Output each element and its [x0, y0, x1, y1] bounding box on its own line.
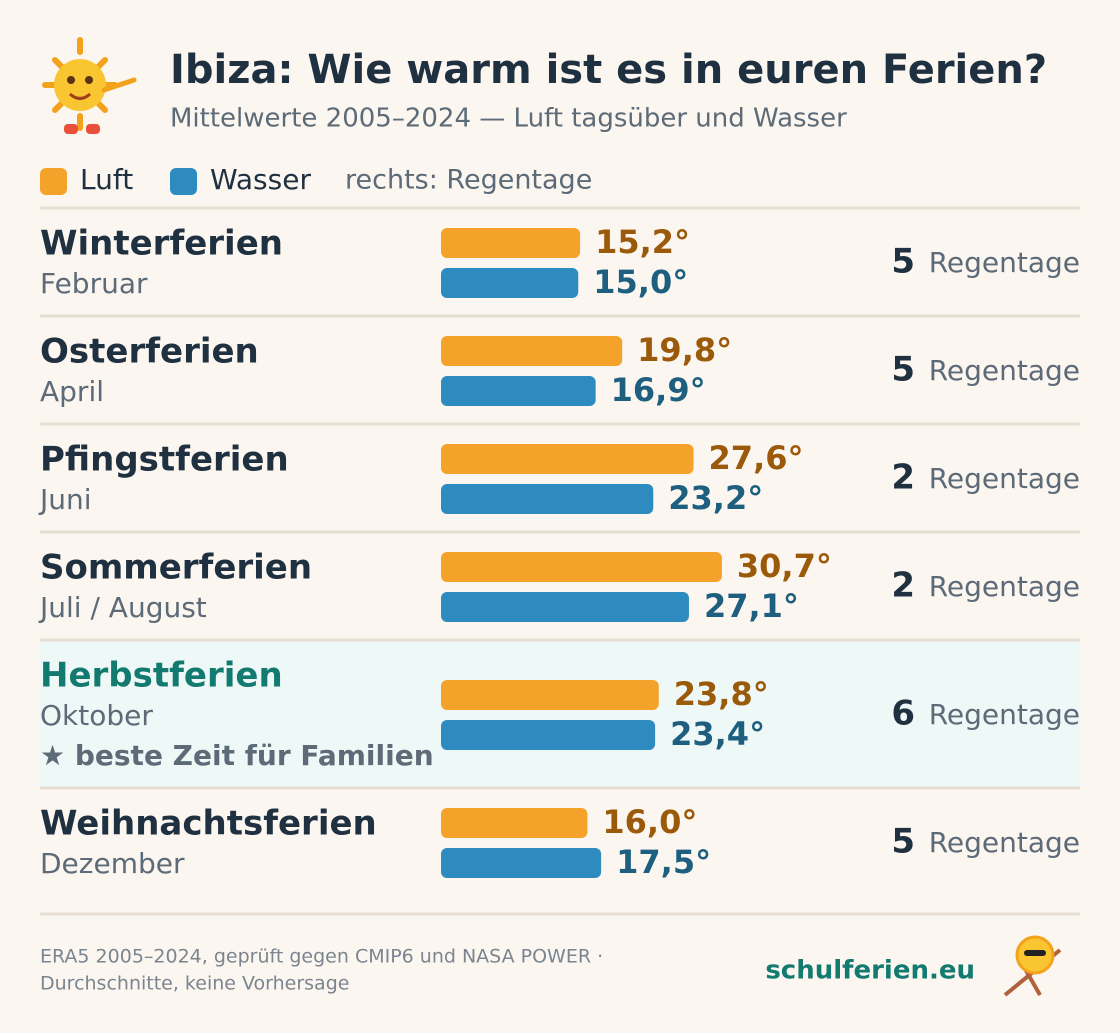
value-label: 15,2° — [595, 223, 690, 261]
value-label: 23,4° — [670, 715, 765, 753]
footer-line: Durchschnitte, keine Vorhersage — [40, 973, 349, 995]
legend-swatch — [40, 168, 67, 195]
category-sublabel: Juli / August — [38, 591, 207, 624]
chart-title: Ibiza: Wie warm ist es in euren Ferien? — [170, 47, 1047, 93]
sun-mascot — [42, 37, 137, 134]
highlight-note-text: beste Zeit für Familien — [75, 739, 434, 772]
bar — [441, 808, 588, 838]
legend-swatch — [170, 168, 197, 195]
value-label: 23,8° — [674, 675, 769, 713]
value-label: 27,6° — [709, 439, 804, 477]
bar — [441, 720, 656, 750]
legend: Luft Wasser — [40, 163, 311, 196]
bar — [441, 680, 659, 710]
sun-deckchair — [1003, 935, 1062, 997]
category-label: Pfingstferien — [40, 440, 289, 480]
category-label: Herbstferien — [40, 656, 283, 696]
rain-unit: Regentage — [929, 246, 1080, 279]
category-label: Weihnachtsferien — [40, 804, 377, 844]
value-label: 19,8° — [637, 331, 732, 369]
rain-days: 5 — [891, 242, 915, 282]
value-label: 16,0° — [602, 803, 697, 841]
bar — [441, 444, 694, 474]
star-icon: ★ — [40, 739, 75, 772]
bar — [441, 848, 602, 878]
rain-unit: Regentage — [929, 570, 1080, 603]
chart-subtitle: Mittelwerte 2005–2024 — Luft tagsüber un… — [170, 104, 847, 134]
category-sublabel: Juni — [38, 483, 92, 516]
bar — [441, 376, 596, 406]
category-label: Osterferien — [40, 332, 259, 372]
highlight-note: ★ beste Zeit für Familien — [40, 739, 434, 772]
rain-days: 5 — [891, 822, 915, 862]
value-label: 30,7° — [737, 547, 832, 585]
legend-label: Wasser — [210, 163, 311, 196]
rain-unit: Regentage — [929, 826, 1080, 859]
legend-label: Luft — [80, 163, 133, 196]
bar — [441, 484, 654, 514]
rain-days: 5 — [891, 350, 915, 390]
category-sublabel: Dezember — [40, 847, 185, 880]
category-sublabel: Februar — [40, 267, 148, 300]
bar — [441, 592, 689, 622]
value-label: 16,9° — [611, 371, 706, 409]
bar — [441, 552, 722, 582]
category-sublabel: Oktober — [40, 699, 153, 732]
rain-note: rechts: Regentage — [345, 165, 592, 196]
rain-days: 2 — [891, 458, 915, 498]
value-label: 15,0° — [593, 263, 688, 301]
value-label: 27,1° — [704, 587, 799, 625]
rain-unit: Regentage — [929, 698, 1080, 731]
rain-unit: Regentage — [929, 462, 1080, 495]
value-label: 23,2° — [668, 479, 763, 517]
value-label: 17,5° — [616, 843, 711, 881]
category-label: Sommerferien — [40, 548, 312, 588]
category-label: Winterferien — [40, 224, 283, 264]
rain-days: 6 — [891, 694, 915, 734]
rain-days: 2 — [891, 566, 915, 606]
category-sublabel: April — [40, 375, 104, 408]
brand: schulferien.eu — [765, 956, 975, 986]
bar — [441, 228, 581, 258]
bar — [441, 336, 623, 366]
rain-unit: Regentage — [929, 354, 1080, 387]
footer-line: ERA5 2005–2024, geprüft gegen CMIP6 und … — [40, 946, 603, 968]
highlight-background — [40, 640, 1080, 788]
bar — [441, 268, 579, 298]
